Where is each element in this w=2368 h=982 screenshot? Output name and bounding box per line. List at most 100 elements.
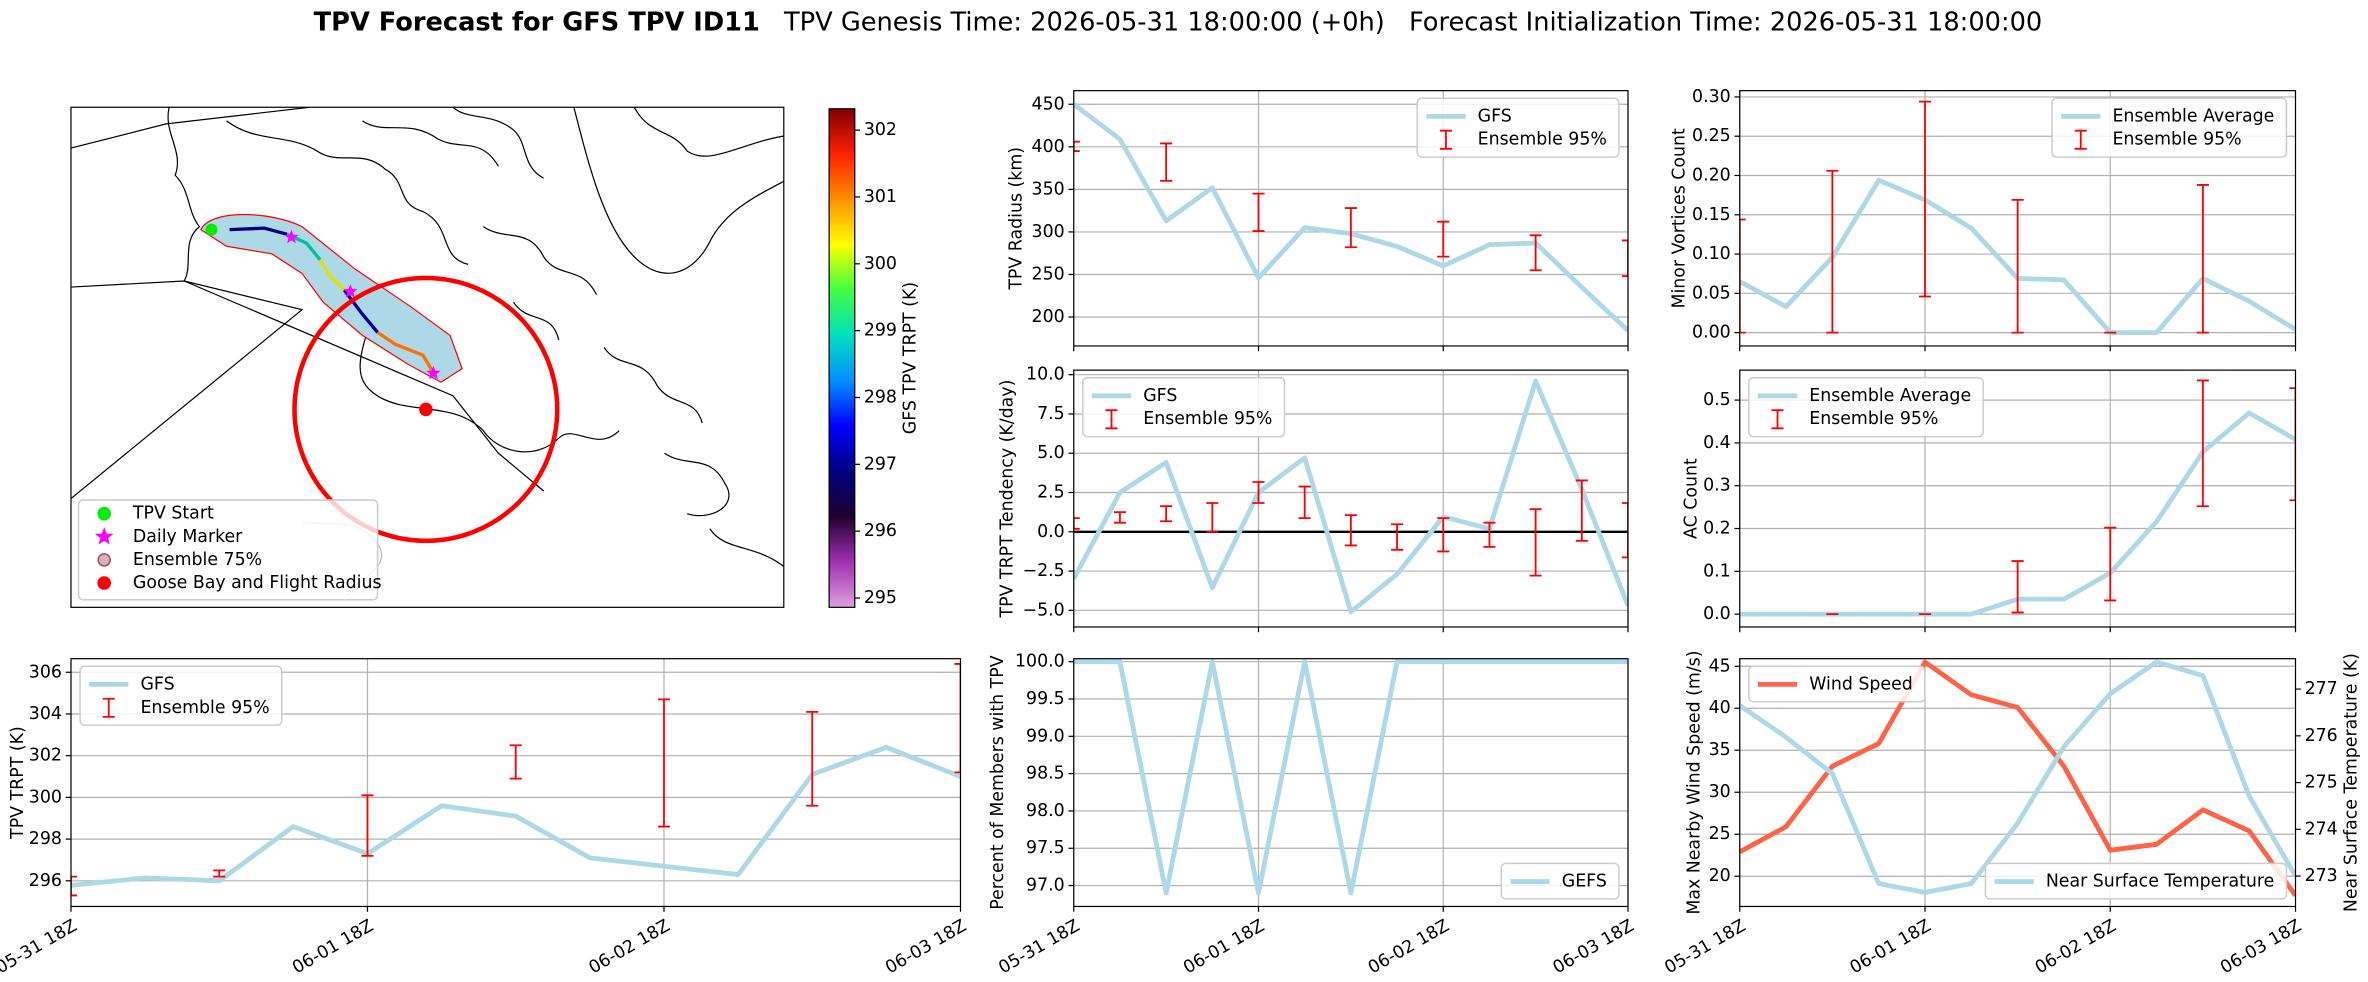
track [229,226,288,236]
legend-label: GEFS [1562,872,1607,892]
legend-box [1416,97,1620,158]
legend-box [1748,665,1926,703]
legend: GEFS [1500,862,1620,900]
error-bar [1073,517,1080,530]
daily-marker [343,284,358,298]
daily-markers [284,229,441,380]
y-axis-label: Max Nearby Wind Speed (m/s) [1684,651,1704,915]
colorbar-tick-label: 299 [864,321,897,341]
legend-swatch [1439,129,1452,150]
tpv-start [205,223,218,236]
legend-label: Ensemble 95% [2112,130,2241,150]
coastline [482,226,784,568]
error-bar [1252,192,1265,232]
legend-marker [97,576,111,590]
border [70,107,310,149]
plot-area [1073,658,1628,907]
y-tick-label: 98.0 [1026,801,1065,821]
error-bar [2011,560,2024,614]
goose-bay [419,402,433,417]
legend-box [1082,376,1286,438]
colorbar-tick-label: 295 [864,588,897,608]
error-bar [2196,184,2209,334]
border [70,280,304,500]
y-tick-label: 25 [1709,824,1731,844]
legend: GFS Ensemble 95% [79,665,283,726]
error-bar [1437,517,1450,553]
frame [1073,90,1629,347]
y-tick-label: 97.5 [1026,838,1065,858]
frame [1739,369,2297,628]
error-bar [361,794,374,857]
y2-tick-label: 277 [2305,679,2338,699]
figure-title: TPV Forecast for GFS TPV ID11 TPV Genesis… [314,7,2043,37]
error-bar [1483,521,1496,548]
frame [70,658,962,908]
legend-label: Daily Marker [133,527,243,547]
error-bar [1113,511,1126,524]
legend: TPV Start Daily Marker Ensemble 75% Goose B… [77,499,381,601]
y-tick-label: 0.0 [1703,604,1731,624]
colorbar-tick-label: 302 [864,120,897,140]
axes: 0.00 0.05 0.10 0.15 0.20 0.25 0.30 Minor Vortic… [1669,87,2297,352]
legend-swatch [1771,409,1784,430]
series-line [1073,659,1628,896]
y-tick-label: 40 [1709,698,1731,718]
y-tick-label: 20 [1709,866,1731,886]
map-frame [70,106,785,608]
colorbar-label: GFS TPV TRPT (K) [901,282,921,434]
legend-box [1984,862,2288,900]
error-bar [2289,387,2296,502]
y-tick-label: 304 [29,704,62,724]
legend-label: Ensemble 95% [140,698,269,718]
y-tick-label: 296 [29,871,62,891]
y-tick-label: 10.0 [1026,365,1065,385]
track [342,289,379,334]
frame [1073,658,1629,908]
frame [1073,369,1629,628]
y-tick-label: 200 [1032,307,1065,327]
y-tick-label: 2.5 [1037,483,1065,503]
plot-area [1739,370,2296,627]
legend-marker [97,506,111,521]
legend-label: Ensemble 95% [1143,409,1272,429]
axes: 200 250 300 350 400 450 TPV Radius (km) GFS Ense… [1006,90,1629,352]
y-tick-label: 300 [1032,222,1065,242]
y-tick-label: 0.2 [1703,519,1731,539]
y2-tick-label: 273 [2305,866,2338,886]
error-bar [1739,218,1746,334]
error-bar [806,710,819,807]
daily-marker [284,229,299,244]
plot-area [1073,370,1628,627]
error-bar [1621,239,1628,278]
error-bar [1160,505,1173,523]
y-tick-label: 99.5 [1026,689,1065,709]
legend-box [1500,862,1620,900]
legend-swatch [102,697,115,718]
legend-box [1748,376,1984,438]
axes: −5.0 −2.5 0.0 2.5 5.0 7.5 10.0 TPV TRPT Tendenc… [997,365,1629,633]
y-tick-label: −5.0 [1023,600,1065,620]
title-main: TPV Forecast for GFS TPV ID11 [314,7,760,37]
legend: GFS Ensemble 95% [1082,376,1286,438]
frame [1739,90,2297,347]
error-bar [1160,142,1173,182]
error-bar [2196,379,2209,508]
y-tick-label: 0.05 [1692,283,1731,303]
y-tick-label: 302 [29,746,62,766]
legend: Near Surface Temperature [1984,862,2288,900]
y-tick-label: 99.0 [1026,726,1065,746]
legend: GFS Ensemble 95% [1416,97,1620,158]
y2-axis-label: Near Surface Temperature (K) [2341,653,2361,912]
error-bar [2104,526,2117,602]
error-bar [2011,198,2024,334]
axes: 0.0 0.1 0.2 0.3 0.4 0.5 AC Count Ensemble Avera… [1681,369,2297,633]
colorbar-tick-label: 300 [864,254,897,274]
y-tick-label: 45 [1709,656,1731,676]
error-bar [1206,502,1219,533]
error-bar [1621,502,1628,559]
y-tick-label: 0.5 [1703,390,1731,410]
legend-label: Ensemble 95% [1478,130,1607,150]
series-line [1739,659,2296,895]
